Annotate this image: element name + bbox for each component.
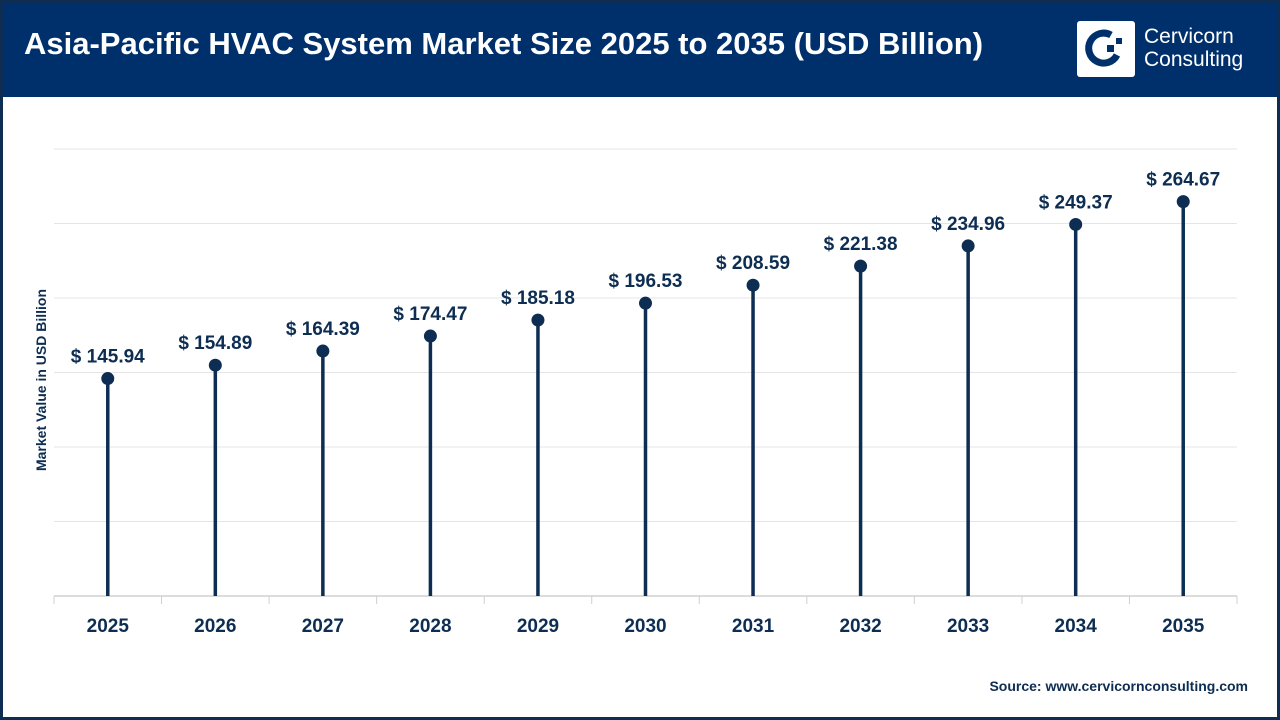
logo-line-2: Consulting [1144,48,1244,71]
logo-line-1: Cervicorn [1144,25,1234,48]
data-point [639,296,652,310]
x-tick-label: 2025 [87,616,130,637]
x-tick-label: 2028 [409,616,451,637]
cervicorn-logo [1077,21,1135,77]
data-label: $ 208.59 [716,253,790,274]
x-tick-label: 2035 [1162,616,1205,637]
source-text: Source: www.cervicornconsulting.com [989,678,1248,694]
y-axis-label: Market Value in USD Billion [33,288,49,472]
x-tick-label: 2029 [517,616,559,637]
x-tick-label: 2027 [302,616,344,637]
header-banner: Asia-Pacific HVAC System Market Size 202… [0,0,1280,97]
data-label: $ 264.67 [1146,170,1220,191]
data-label: $ 145.94 [71,347,145,368]
logo-text: Cervicorn Consulting [1144,25,1243,71]
chart-title: Asia-Pacific HVAC System Market Size 202… [24,26,984,61]
data-label: $ 185.18 [501,288,575,309]
data-label: $ 221.38 [824,234,898,255]
x-tick-label: 2031 [732,616,775,637]
data-label: $ 174.47 [393,304,467,325]
data-point [101,372,115,386]
data-point [746,278,760,292]
data-point [531,313,545,327]
data-label: $ 234.96 [931,214,1005,235]
data-label: $ 249.37 [1039,192,1113,213]
x-tick-label: 2030 [624,616,666,637]
x-tick-label: 2026 [194,616,236,637]
data-point [1176,195,1190,209]
data-label: $ 154.89 [178,333,252,354]
x-tick-label: 2033 [947,616,989,637]
x-tick-label: 2032 [839,616,881,637]
data-label: $ 196.53 [609,271,683,292]
x-tick-label: 2034 [1055,616,1098,637]
data-label: $ 164.39 [286,319,360,340]
data-point [208,358,222,372]
data-point [854,259,868,273]
data-point [316,344,330,358]
data-point [961,239,975,253]
data-point [1069,217,1083,231]
data-point [423,329,437,343]
